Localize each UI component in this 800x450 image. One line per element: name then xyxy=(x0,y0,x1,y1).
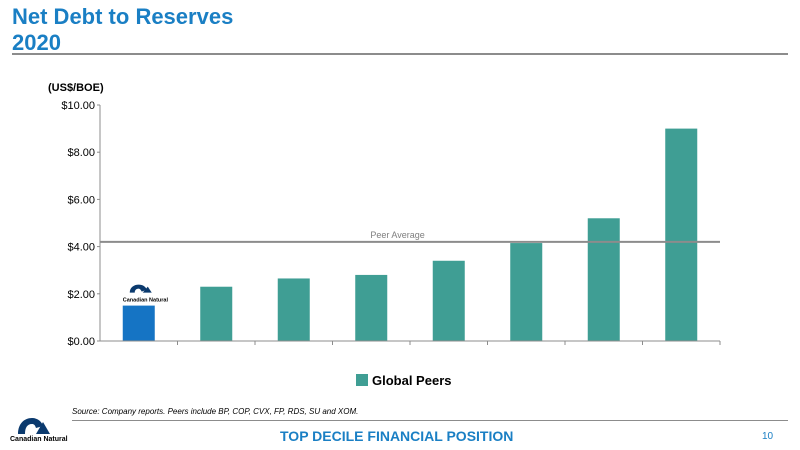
page-title-line2: 2020 xyxy=(12,30,61,55)
footer-title: TOP DECILE FINANCIAL POSITION xyxy=(280,428,514,444)
page-title-line1: Net Debt to Reserves xyxy=(12,4,234,29)
y-tick-label: $8.00 xyxy=(67,147,95,159)
bar-peer-1 xyxy=(200,286,233,341)
footer-logo-text: Canadian Natural xyxy=(10,436,68,443)
legend-swatch xyxy=(356,374,368,386)
bar-peer-3 xyxy=(355,274,388,341)
bar-peer-6 xyxy=(587,218,620,341)
bar-peer-4 xyxy=(432,260,465,341)
y-tick-label: $10.00 xyxy=(61,100,95,112)
bar-chart: (US$/BOE) $0.00 $2.00 $4.00 $6.00 $8.00 $10.0… xyxy=(48,82,721,388)
source-note: Source: Company reports. Peers include B… xyxy=(72,407,359,416)
page-title: Net Debt to Reserves 2020 xyxy=(12,4,233,56)
canadian-natural-logo: Canadian Natural xyxy=(123,284,169,304)
bar-peer-2 xyxy=(277,278,310,341)
footer-logo: Canadian Natural xyxy=(10,414,72,446)
y-axis-label: (US$/BOE) xyxy=(48,82,104,94)
page-number: 10 xyxy=(762,431,774,442)
y-tick-label: $2.00 xyxy=(67,289,95,301)
title-divider xyxy=(12,53,788,55)
bar-peer-7 xyxy=(665,128,698,341)
peer-average-label: Peer Average xyxy=(370,230,424,240)
y-tick-label: $0.00 xyxy=(67,336,95,348)
y-tick-label: $6.00 xyxy=(67,194,95,206)
chart-legend: Global Peers xyxy=(356,373,451,388)
logo-text: Canadian Natural xyxy=(123,298,169,304)
footer-divider xyxy=(72,420,788,421)
legend-label: Global Peers xyxy=(372,373,451,388)
logo-arc-icon xyxy=(129,284,147,293)
logo-peak-icon xyxy=(142,286,152,293)
canadian-natural-logo-icon xyxy=(18,418,50,434)
bar-peer-5 xyxy=(510,243,543,341)
bar-canadian-natural xyxy=(122,305,155,341)
y-tick-label: $4.00 xyxy=(67,242,95,254)
